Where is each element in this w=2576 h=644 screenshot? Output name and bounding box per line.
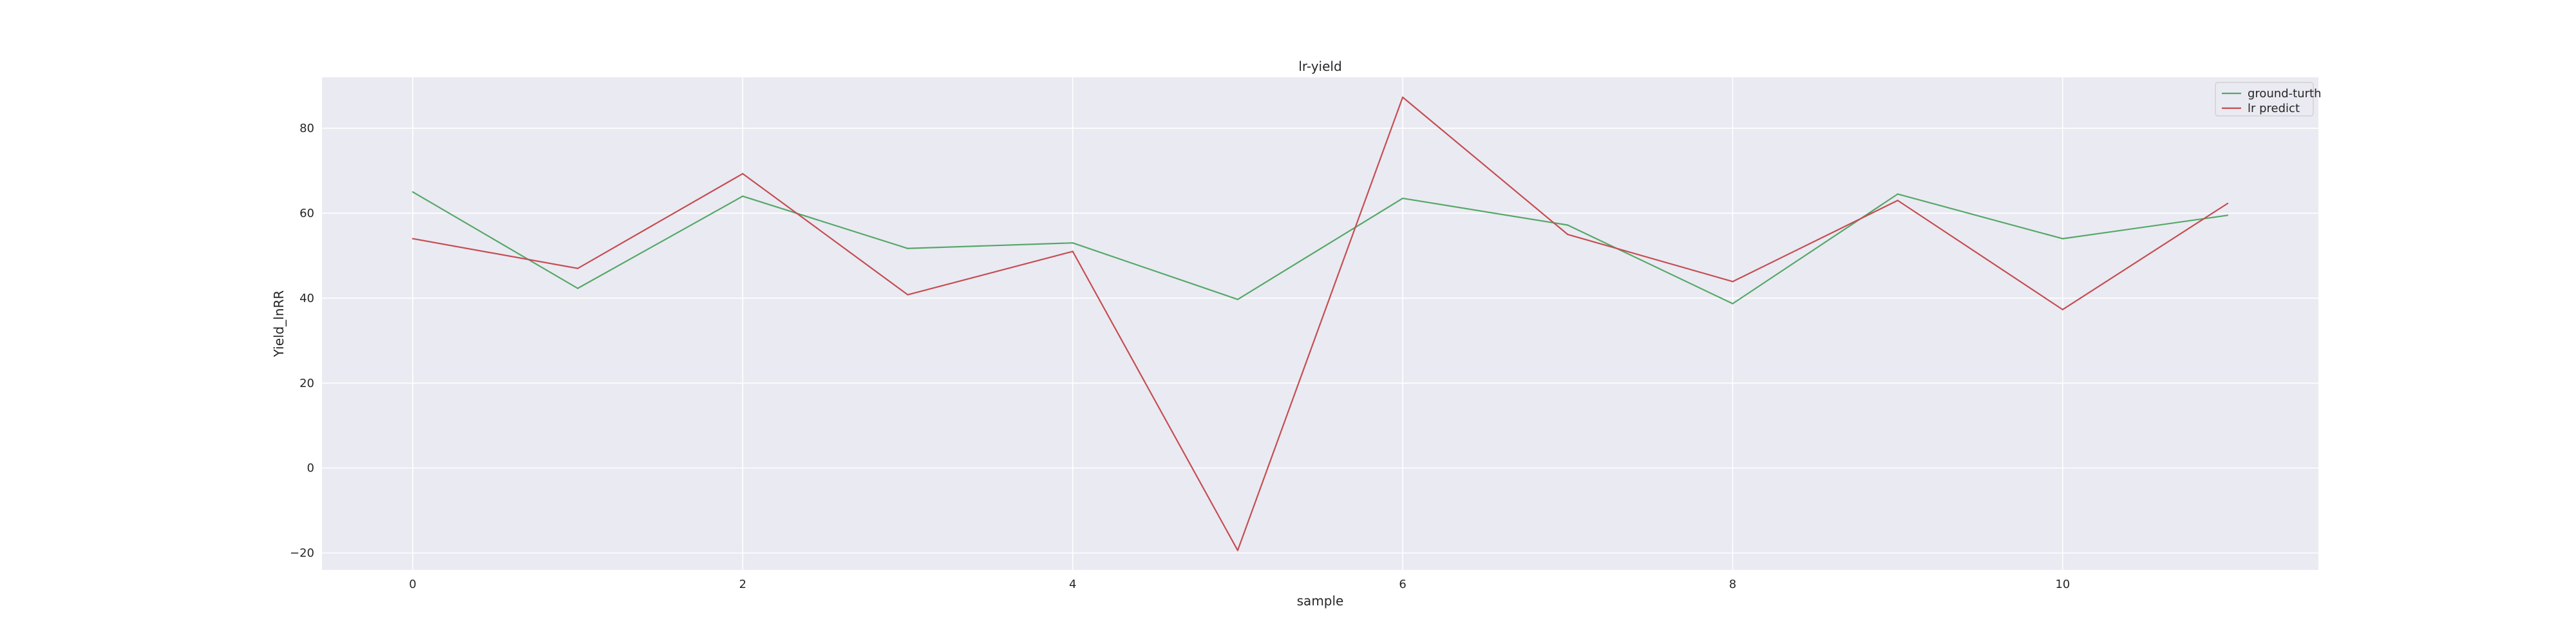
y-tick-label: 0 [307,462,314,475]
data-point-series-0 [1401,197,1404,200]
data-point-series-1 [2061,308,2063,310]
data-point-series-0 [1072,242,1074,244]
series-line-0 [412,191,2228,305]
y-tick-label: 60 [299,207,314,220]
data-point-series-0 [2061,238,2063,240]
data-point-series-1 [577,267,579,269]
x-axis-label: sample [1297,593,1344,609]
data-point-series-1 [1897,200,1899,202]
data-point-series-0 [577,287,579,289]
x-tick-label: 4 [1069,578,1076,591]
data-point-series-1 [1236,549,1239,551]
x-tick-label: 2 [739,578,746,591]
data-point-series-0 [742,195,744,197]
series-line-1 [412,96,2228,551]
x-tick-label: 0 [409,578,416,591]
data-point-series-0 [1732,303,1734,305]
data-point-series-1 [1401,96,1404,99]
data-point-series-1 [412,238,414,240]
data-point-series-1 [1567,233,1569,236]
legend: ground-turth lr predict [2215,82,2322,117]
x-tick-label: 6 [1399,578,1406,591]
data-point-series-0 [1236,298,1239,301]
y-tick-label: 40 [299,292,314,305]
data-point-series-1 [907,294,909,296]
y-tick-label: −20 [290,547,314,560]
data-point-series-1 [2226,202,2229,204]
legend-label: lr predict [2248,102,2300,115]
x-tick-label: 10 [2055,578,2070,591]
chart-title: lr-yield [1298,59,1341,74]
tick-labels: 0 2 4 6 8 10 −20 0 20 40 60 80 [290,122,2070,591]
data-point-series-0 [1897,193,1899,195]
x-tick-label: 8 [1729,578,1736,591]
y-axis-label: Yield_lnRR [271,290,287,358]
series-lines [412,96,2229,551]
data-point-series-0 [412,191,414,193]
data-point-series-1 [1072,251,1074,252]
y-tick-label: 80 [299,122,314,135]
grid-lines [322,77,2318,570]
legend-label: ground-turth [2248,87,2322,100]
data-point-series-0 [2226,214,2229,216]
data-point-series-0 [907,247,909,249]
y-tick-label: 20 [299,377,314,390]
data-point-series-1 [742,173,744,175]
data-point-series-1 [1732,281,1734,283]
data-point-series-0 [1567,224,1569,226]
